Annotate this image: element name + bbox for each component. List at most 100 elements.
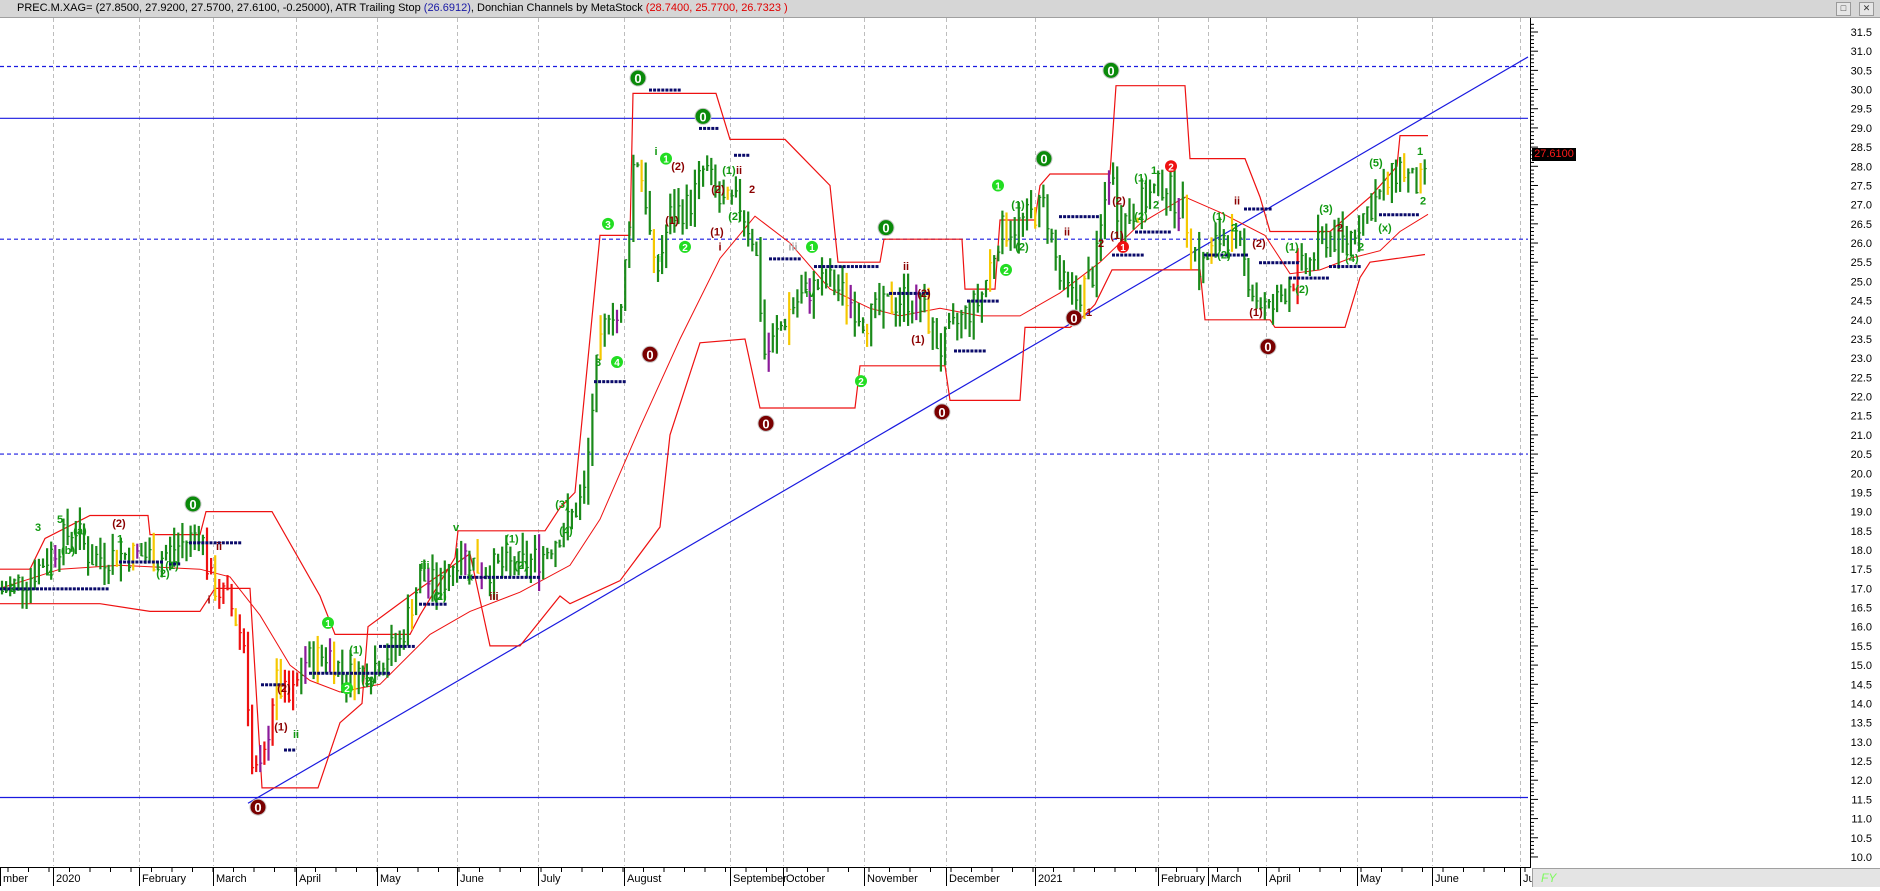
y-tick-label: 26.0 <box>1851 238 1872 250</box>
donchian-mid <box>0 196 1429 693</box>
svg-text:0: 0 <box>1264 340 1271 355</box>
wave-label: 1 <box>1151 165 1157 177</box>
wave-label: (1) <box>1285 242 1299 254</box>
wave-marker <box>341 682 353 695</box>
donchian-indicator-label[interactable]: Donchian Channels by MetaStock <box>477 2 643 14</box>
wave-degree-marker <box>757 414 775 432</box>
close-icon: ✕ <box>1862 3 1871 13</box>
svg-text:2: 2 <box>858 377 864 388</box>
x-tick-label: 2020 <box>56 873 80 885</box>
svg-text:2: 2 <box>682 243 688 254</box>
atr-indicator-value: (26.6912) <box>423 2 471 14</box>
svg-text:0: 0 <box>634 71 641 86</box>
x-tick-label: February <box>1161 873 1206 885</box>
symbol-label: PREC.M.XAG= <box>17 2 93 14</box>
wave-label: i <box>654 146 657 158</box>
wave-degree-marker <box>1035 150 1053 168</box>
wave-label: (1) <box>722 165 736 177</box>
y-tick-label: 31.0 <box>1851 46 1872 58</box>
x-tick-label: July <box>541 873 561 885</box>
wave-label: (1) <box>710 226 724 238</box>
wave-label: ii <box>1064 226 1070 238</box>
price-chart[interactable]: 0 0 0 0 0 0 0 0 0 0 0 0 3 1 2 1 1 2 2 1 2 4 1 2 (a) (b) 3 4 5 1 (2) (2)… <box>0 18 1880 886</box>
y-tick-label: 20.0 <box>1851 468 1872 480</box>
svg-text:1: 1 <box>325 619 331 630</box>
wave-degree-marker <box>1102 61 1120 79</box>
wave-label: (1) <box>274 721 288 733</box>
y-tick-label: 27.0 <box>1851 200 1872 212</box>
wave-label: (2) <box>1252 238 1266 250</box>
wave-label: 3 <box>595 357 601 369</box>
x-tick-label: June <box>1435 873 1459 885</box>
svg-text:0: 0 <box>1040 152 1047 167</box>
wave-marker <box>1117 240 1129 253</box>
trendline <box>247 56 1529 804</box>
atr-trailing-stop <box>0 88 1419 752</box>
y-tick-label: 29.0 <box>1851 123 1872 135</box>
wave-label: ii <box>293 729 299 741</box>
wave-label: x <box>467 572 474 584</box>
chart-canvas[interactable]: 000000000000312112212412(a)(b)3451(2)(2)… <box>0 18 1880 886</box>
wave-label: (1) <box>1110 230 1124 242</box>
y-tick-label: 15.5 <box>1851 641 1872 653</box>
y-tick-label: 25.5 <box>1851 257 1872 269</box>
y-tick-label: 13.5 <box>1851 718 1872 730</box>
y-tick-label: 16.0 <box>1851 622 1872 634</box>
wave-marker <box>660 152 672 165</box>
x-tick-label: May <box>1360 873 1381 885</box>
wave-label: (1) <box>349 645 363 657</box>
y-tick-label: 25.0 <box>1851 276 1872 288</box>
wave-label: i <box>207 595 210 607</box>
y-tick-label: 17.5 <box>1851 564 1872 576</box>
wave-label: (2) <box>112 518 126 530</box>
wave-label: 5 <box>57 514 63 526</box>
wave-label: iii <box>788 242 797 254</box>
wave-marker <box>1165 160 1177 173</box>
y-tick-label: 12.5 <box>1851 756 1872 768</box>
restore-window-button[interactable]: □ <box>1836 2 1851 16</box>
wave-label: (1) <box>505 533 519 545</box>
svg-text:4: 4 <box>614 358 620 369</box>
wave-label: 2 <box>1337 223 1343 235</box>
wave-label: (5) <box>1369 157 1383 169</box>
close-window-button[interactable]: ✕ <box>1859 2 1874 16</box>
y-tick-label: 18.0 <box>1851 545 1872 557</box>
atr-indicator-label[interactable]: ATR Trailing Stop <box>335 2 421 14</box>
chart-titlebar: PREC.M.XAG= (27.8500, 27.9200, 27.5700, … <box>0 0 1880 18</box>
wave-label: (4) <box>559 526 573 538</box>
last-price-marker: 27.6100 <box>1532 148 1576 161</box>
y-tick-label: 17.0 <box>1851 583 1872 595</box>
wave-degree-marker <box>933 403 951 421</box>
wave-label: (1) <box>1212 211 1226 223</box>
svg-text:1: 1 <box>809 243 815 254</box>
wave-label: (3) <box>1319 203 1333 215</box>
wave-label: 2 <box>1098 238 1104 250</box>
y-tick-label: 23.5 <box>1851 334 1872 346</box>
wave-label: 2 <box>10 583 16 595</box>
wave-label: ii <box>1234 196 1240 208</box>
y-tick-label: 30.5 <box>1851 65 1872 77</box>
wave-label: (2) <box>728 211 742 223</box>
fy-indicator[interactable]: FY <box>1541 871 1557 885</box>
wave-label: ii <box>736 165 742 177</box>
wave-label: (2) <box>361 675 375 687</box>
wave-degree-marker <box>249 798 267 816</box>
wave-label: (2) <box>156 568 170 580</box>
y-tick-label: 14.5 <box>1851 679 1872 691</box>
y-tick-label: 10.5 <box>1851 833 1872 845</box>
wave-label: (4) <box>1345 253 1359 265</box>
wave-marker <box>611 355 623 368</box>
y-tick-label: 21.0 <box>1851 430 1872 442</box>
wave-label: 2 <box>749 184 755 196</box>
x-tick-label: March <box>1211 873 1242 885</box>
wave-label: (2) <box>1015 242 1029 254</box>
svg-text:0: 0 <box>254 800 261 815</box>
wave-label: (2) <box>1295 284 1309 296</box>
svg-text:0: 0 <box>762 416 769 431</box>
y-tick-label: 29.5 <box>1851 104 1872 116</box>
y-tick-label: 23.0 <box>1851 353 1872 365</box>
x-tick-label: 2021 <box>1038 873 1062 885</box>
y-tick-label: 19.5 <box>1851 487 1872 499</box>
svg-text:0: 0 <box>1070 311 1077 326</box>
wave-label: (1) <box>1134 173 1148 185</box>
